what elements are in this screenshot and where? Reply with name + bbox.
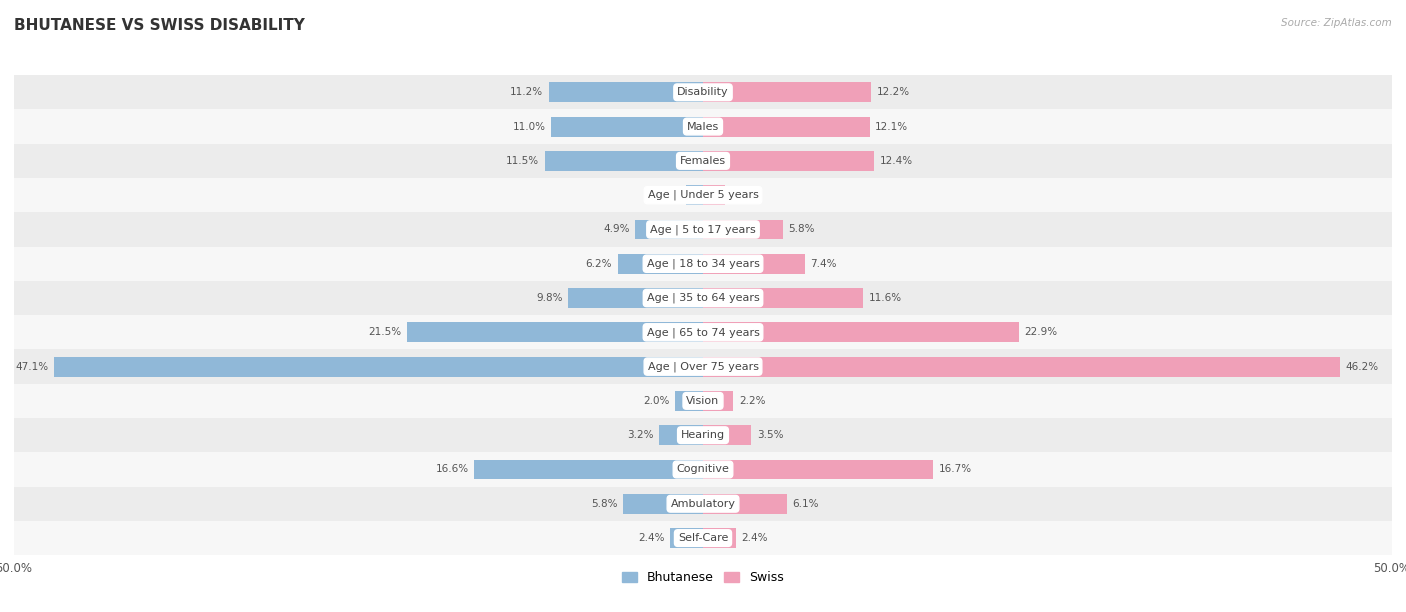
Bar bbox=[14, 281, 1392, 315]
Bar bbox=[703, 425, 751, 445]
Text: 7.4%: 7.4% bbox=[810, 259, 837, 269]
Bar bbox=[703, 391, 734, 411]
Bar bbox=[675, 391, 703, 411]
Text: 5.8%: 5.8% bbox=[789, 225, 815, 234]
Text: Age | 5 to 17 years: Age | 5 to 17 years bbox=[650, 224, 756, 235]
Bar bbox=[14, 178, 1392, 212]
Text: 2.2%: 2.2% bbox=[738, 396, 765, 406]
Bar bbox=[551, 117, 703, 136]
Text: 6.2%: 6.2% bbox=[585, 259, 612, 269]
Bar bbox=[703, 254, 806, 274]
Text: Age | 65 to 74 years: Age | 65 to 74 years bbox=[647, 327, 759, 338]
Bar bbox=[14, 452, 1392, 487]
Text: 46.2%: 46.2% bbox=[1346, 362, 1378, 371]
Text: 16.7%: 16.7% bbox=[939, 465, 972, 474]
Text: Disability: Disability bbox=[678, 88, 728, 97]
Text: Males: Males bbox=[688, 122, 718, 132]
Text: 6.1%: 6.1% bbox=[793, 499, 820, 509]
Text: 2.0%: 2.0% bbox=[644, 396, 669, 406]
Bar bbox=[14, 349, 1392, 384]
Text: Females: Females bbox=[681, 156, 725, 166]
Bar bbox=[14, 521, 1392, 555]
Bar bbox=[623, 494, 703, 513]
Bar bbox=[703, 117, 870, 136]
Bar bbox=[703, 460, 934, 479]
Bar bbox=[14, 247, 1392, 281]
Text: 21.5%: 21.5% bbox=[368, 327, 401, 337]
Bar bbox=[686, 185, 703, 205]
Bar bbox=[14, 144, 1392, 178]
Bar bbox=[568, 288, 703, 308]
Text: Ambulatory: Ambulatory bbox=[671, 499, 735, 509]
Bar bbox=[669, 528, 703, 548]
Text: Age | 35 to 64 years: Age | 35 to 64 years bbox=[647, 293, 759, 304]
Text: Cognitive: Cognitive bbox=[676, 465, 730, 474]
Text: Age | 18 to 34 years: Age | 18 to 34 years bbox=[647, 258, 759, 269]
Bar bbox=[53, 357, 703, 376]
Text: Age | Over 75 years: Age | Over 75 years bbox=[648, 361, 758, 372]
Text: Age | Under 5 years: Age | Under 5 years bbox=[648, 190, 758, 200]
Text: BHUTANESE VS SWISS DISABILITY: BHUTANESE VS SWISS DISABILITY bbox=[14, 18, 305, 34]
Bar bbox=[406, 323, 703, 342]
Bar bbox=[548, 83, 703, 102]
Text: 11.5%: 11.5% bbox=[506, 156, 538, 166]
Text: 12.2%: 12.2% bbox=[876, 88, 910, 97]
Bar bbox=[703, 528, 737, 548]
Text: 11.2%: 11.2% bbox=[510, 88, 543, 97]
Text: 2.4%: 2.4% bbox=[741, 533, 768, 543]
Text: 3.5%: 3.5% bbox=[756, 430, 783, 440]
Text: 11.0%: 11.0% bbox=[513, 122, 546, 132]
Bar bbox=[703, 220, 783, 239]
Text: 9.8%: 9.8% bbox=[536, 293, 562, 303]
Bar bbox=[703, 151, 875, 171]
Text: 5.8%: 5.8% bbox=[591, 499, 617, 509]
Legend: Bhutanese, Swiss: Bhutanese, Swiss bbox=[617, 566, 789, 589]
Bar bbox=[703, 185, 725, 205]
Text: Hearing: Hearing bbox=[681, 430, 725, 440]
Bar bbox=[659, 425, 703, 445]
Text: 16.6%: 16.6% bbox=[436, 465, 468, 474]
Bar bbox=[14, 315, 1392, 349]
Text: 3.2%: 3.2% bbox=[627, 430, 654, 440]
Text: Vision: Vision bbox=[686, 396, 720, 406]
Bar bbox=[703, 494, 787, 513]
Text: 22.9%: 22.9% bbox=[1024, 327, 1057, 337]
Text: 4.9%: 4.9% bbox=[603, 225, 630, 234]
Text: Self-Care: Self-Care bbox=[678, 533, 728, 543]
Text: 11.6%: 11.6% bbox=[869, 293, 901, 303]
Bar bbox=[14, 212, 1392, 247]
Text: 47.1%: 47.1% bbox=[15, 362, 48, 371]
Text: 1.2%: 1.2% bbox=[654, 190, 681, 200]
Bar bbox=[703, 357, 1340, 376]
Text: Source: ZipAtlas.com: Source: ZipAtlas.com bbox=[1281, 18, 1392, 28]
Bar bbox=[703, 323, 1018, 342]
Bar bbox=[14, 75, 1392, 110]
Bar bbox=[474, 460, 703, 479]
Bar bbox=[636, 220, 703, 239]
Bar bbox=[14, 487, 1392, 521]
Bar bbox=[703, 83, 872, 102]
Bar bbox=[617, 254, 703, 274]
Bar bbox=[14, 418, 1392, 452]
Text: 1.6%: 1.6% bbox=[731, 190, 756, 200]
Bar bbox=[14, 110, 1392, 144]
Bar bbox=[14, 384, 1392, 418]
Text: 12.1%: 12.1% bbox=[875, 122, 908, 132]
Bar bbox=[544, 151, 703, 171]
Bar bbox=[703, 288, 863, 308]
Text: 2.4%: 2.4% bbox=[638, 533, 665, 543]
Text: 12.4%: 12.4% bbox=[879, 156, 912, 166]
